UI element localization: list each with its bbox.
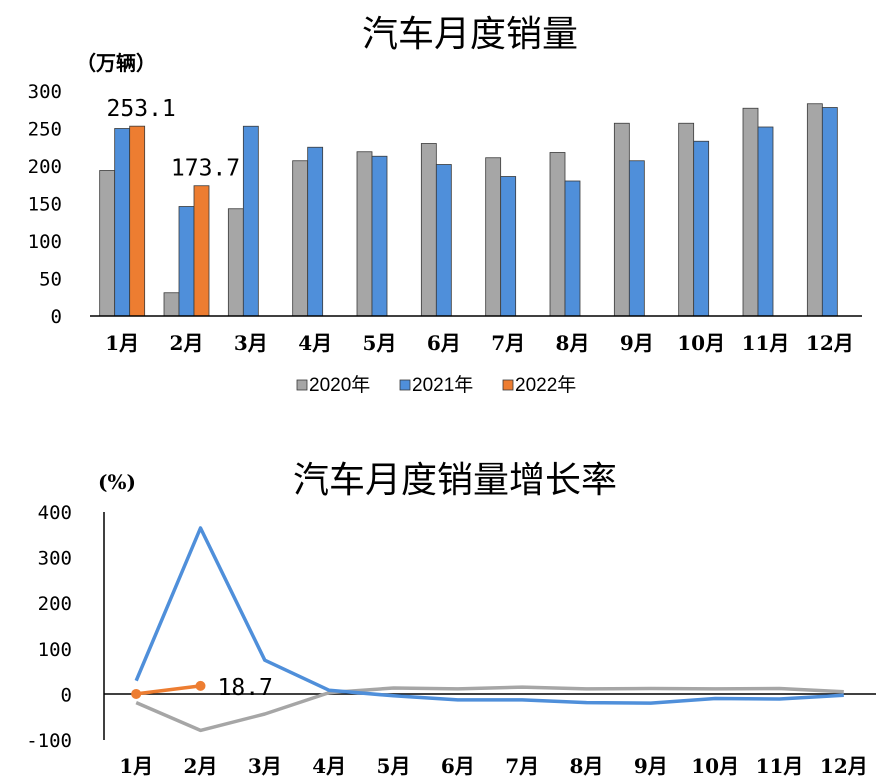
sales-y-tick-label: 100 xyxy=(28,231,62,253)
sales-x-tick-label: 4月 xyxy=(298,331,332,355)
sales-x-tick-label: 1月 xyxy=(105,331,139,355)
sales-x-tick-label: 8月 xyxy=(556,331,590,355)
sales-bar-2020年-9月 xyxy=(613,122,630,317)
growth-y-tick-label: 0 xyxy=(61,684,72,706)
sales-bar-2020年-11月 xyxy=(742,107,759,317)
growth-point-2022年 xyxy=(195,680,206,691)
growth-point-2022年 xyxy=(131,688,142,699)
sales-x-tick-label: 3月 xyxy=(234,331,268,355)
growth-x-tick-label: 9月 xyxy=(634,754,668,778)
growth-x-tick-label: 8月 xyxy=(570,754,604,778)
sales-bar-2020年-3月 xyxy=(227,208,244,317)
sales-bar-2020年-6月 xyxy=(420,143,437,317)
sales-bar-2021年-6月 xyxy=(435,164,452,317)
sales-x-tick-label: 6月 xyxy=(427,331,461,355)
sales-bar-2020年-10月 xyxy=(678,122,695,317)
sales-y-tick-label: 300 xyxy=(28,81,62,103)
growth-x-tick-label: 4月 xyxy=(312,754,346,778)
growth-line-2020年 xyxy=(135,685,844,733)
sales-legend: 2020年 2021年 2022年 xyxy=(296,374,576,396)
sales-bar-2020年-4月 xyxy=(292,160,309,317)
growth-x-tick-label: 3月 xyxy=(248,754,282,778)
growth-x-tick-label: 11月 xyxy=(756,754,804,778)
sales-data-label: 173.7 xyxy=(171,156,240,182)
growth-x-tick-label: 12月 xyxy=(820,754,868,778)
growth-y-tick-label: 400 xyxy=(38,502,72,524)
sales-x-tick-label: 2月 xyxy=(170,331,204,355)
sales-bar-2020年-8月 xyxy=(549,152,566,317)
sales-y-tick-label: 50 xyxy=(39,269,62,291)
sales-x-tick-label: 12月 xyxy=(806,331,854,355)
sales-bar-2021年-3月 xyxy=(242,125,259,317)
sales-bar-2022年-1月 xyxy=(129,125,146,317)
sales-y-tick-label: 200 xyxy=(28,156,62,178)
legend-label: 2021年 xyxy=(412,374,473,396)
growth-x-tick-label: 6月 xyxy=(441,754,475,778)
sales-bar-2022年-2月 xyxy=(193,185,210,317)
growth-y-unit-label: (%) xyxy=(98,470,136,494)
growth-x-tick-label: 5月 xyxy=(377,754,411,778)
growth-x-tick-label: 7月 xyxy=(505,754,539,778)
sales-bar-2021年-10月 xyxy=(693,140,710,317)
sales-y-unit-label: （万辆） xyxy=(76,51,156,75)
sales-bar-2021年-7月 xyxy=(500,176,517,317)
growth-x-tick-label: 10月 xyxy=(691,754,739,778)
sales-y-tick-label: 150 xyxy=(28,194,62,216)
growth-data-label: 18.7 xyxy=(218,675,273,701)
legend-swatch-2020年 xyxy=(296,379,308,391)
sales-x-tick-label: 9月 xyxy=(620,331,654,355)
sales-bar-2020年-5月 xyxy=(356,151,373,317)
legend-swatch-2021年 xyxy=(399,379,411,391)
sales-x-tick-label: 7月 xyxy=(491,331,525,355)
growth-y-tick-label: 200 xyxy=(38,593,72,615)
sales-bar-2021年-12月 xyxy=(821,107,838,317)
growth-line-2021年 xyxy=(134,526,844,705)
sales-bar-2021年-1月 xyxy=(114,128,131,317)
sales-data-label: 253.1 xyxy=(107,96,176,122)
growth-y-tick-label: -100 xyxy=(26,730,72,752)
sales-bar-2021年-5月 xyxy=(371,155,388,317)
legend-label: 2022年 xyxy=(515,374,576,396)
sales-x-tick-label: 11月 xyxy=(742,331,790,355)
sales-bar-2021年-4月 xyxy=(307,146,324,317)
growth-x-tick-label: 1月 xyxy=(119,754,153,778)
legend-swatch-2022年 xyxy=(502,379,514,391)
sales-bar-2020年-7月 xyxy=(485,157,502,317)
sales-bar-2021年-9月 xyxy=(628,160,645,317)
sales-bar-2021年-11月 xyxy=(757,126,774,317)
sales-chart-title: 汽车月度销量 xyxy=(362,14,578,55)
growth-line-chart: 汽车月度销量增长率 (%) -100 0 100 200 300 400 1月 2月 3月 4月… xyxy=(26,460,876,778)
legend-label: 2020年 xyxy=(309,374,370,396)
sales-x-tick-label: 5月 xyxy=(363,331,397,355)
growth-x-tick-label: 2月 xyxy=(184,754,218,778)
sales-bar-chart: 汽车月度销量 （万辆） 0 50 100 150 200 250 300 1月 2月 3月 4月 5… xyxy=(28,14,862,396)
growth-y-tick-label: 100 xyxy=(38,639,72,661)
sales-y-tick-label: 0 xyxy=(51,306,62,328)
sales-bar-2020年-12月 xyxy=(806,103,823,317)
sales-bar-2020年-2月 xyxy=(163,292,180,317)
sales-bar-2020年-1月 xyxy=(99,170,116,317)
sales-x-tick-label: 10月 xyxy=(677,331,725,355)
growth-line-2022年 xyxy=(135,684,201,696)
growth-chart-title: 汽车月度销量增长率 xyxy=(293,460,617,501)
sales-bar-2021年-8月 xyxy=(564,180,581,317)
sales-y-tick-label: 250 xyxy=(28,119,62,141)
sales-bar-2021年-2月 xyxy=(178,206,195,317)
growth-y-tick-label: 300 xyxy=(38,548,72,570)
